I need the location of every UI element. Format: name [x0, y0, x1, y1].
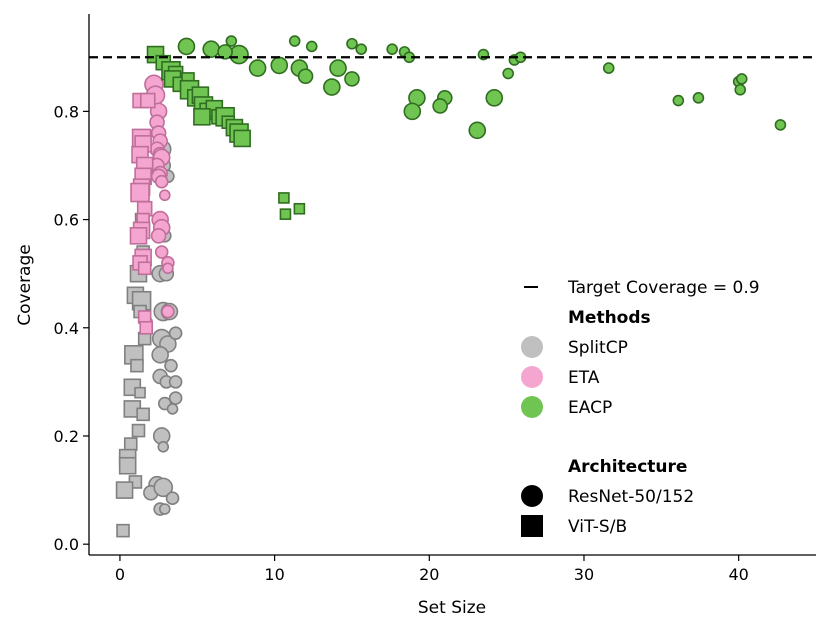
data-point-splitcp	[165, 491, 180, 505]
data-point-eacp	[193, 107, 211, 126]
data-point-splitcp	[131, 423, 146, 438]
data-point-eacp	[329, 59, 347, 77]
data-point-eacp	[323, 78, 341, 96]
data-point-eta	[129, 227, 148, 245]
data-point-eacp	[774, 119, 787, 131]
data-point-splitcp	[123, 437, 138, 451]
y-tick-label: 0.8	[54, 102, 79, 121]
data-point-splitcp	[157, 440, 170, 453]
data-point-eacp	[217, 44, 233, 60]
data-point-eacp	[297, 68, 314, 85]
x-axis-label: Set Size	[418, 598, 486, 618]
y-tick-label: 0.6	[54, 211, 79, 230]
y-tick-label: 0.2	[54, 427, 79, 446]
data-point-eta	[161, 304, 175, 319]
x-tick-label: 0	[115, 565, 125, 584]
data-point-splitcp	[164, 358, 178, 373]
legend-resnet-marker	[521, 485, 543, 507]
data-point-splitcp	[158, 503, 171, 515]
data-point-eacp	[225, 35, 238, 47]
data-point-eta	[137, 261, 152, 276]
legend-architecture-title: Architecture	[568, 457, 687, 477]
data-point-eta	[139, 92, 156, 109]
x-tick-label: 40	[728, 565, 748, 584]
legend-vit-label: ViT-S/B	[568, 517, 627, 537]
data-point-eacp	[346, 37, 358, 50]
data-point-eta	[158, 189, 171, 202]
data-point-splitcp	[168, 391, 183, 405]
legend-target-label: Target Coverage = 0.9	[567, 278, 760, 298]
data-point-splitcp	[166, 403, 179, 415]
data-point-eacp	[672, 94, 685, 107]
data-point-eacp	[233, 129, 251, 148]
data-point-eacp	[202, 40, 220, 58]
data-point-eacp	[386, 43, 398, 55]
legend-eta-label: ETA	[568, 368, 600, 388]
axes: 0 10 20 30 40 0.0 0.2 0.4 0.6 0.8 Set Size Cover…	[15, 14, 816, 618]
y-tick-label: 0.4	[54, 319, 79, 338]
data-point-eacp	[735, 73, 748, 85]
legend-vit-marker	[521, 515, 543, 537]
x-tick-label: 20	[419, 565, 439, 584]
data-point-eta	[130, 182, 150, 203]
data-point-eacp	[229, 44, 249, 65]
legend: Target Coverage = 0.9 Methods SplitCP ET…	[521, 278, 760, 537]
data-point-eacp	[279, 208, 292, 220]
data-point-eta	[139, 320, 154, 335]
data-point-splitcp	[168, 326, 183, 340]
data-point-eacp	[270, 56, 289, 75]
plot-area	[89, 35, 816, 538]
legend-splitcp-label: SplitCP	[568, 338, 628, 358]
series-eacp-circle	[177, 35, 787, 140]
data-point-eacp	[502, 67, 514, 80]
data-point-eacp	[293, 202, 306, 215]
data-point-splitcp	[118, 456, 137, 475]
data-point-eacp	[344, 71, 360, 87]
data-point-splitcp	[151, 346, 169, 364]
data-point-eta	[150, 228, 167, 244]
y-axis-label: Coverage	[15, 244, 35, 325]
legend-eacp-label: EACP	[568, 398, 612, 418]
data-point-splitcp	[116, 523, 130, 538]
data-point-splitcp	[168, 375, 183, 389]
legend-splitcp-marker	[521, 336, 543, 358]
data-point-eacp	[734, 83, 747, 96]
data-point-splitcp	[136, 407, 150, 422]
data-point-eacp	[248, 59, 267, 77]
data-point-splitcp	[153, 477, 174, 498]
x-tick-label: 30	[574, 565, 594, 584]
series-eta-square	[129, 92, 156, 335]
legend-eacp-marker	[521, 396, 543, 418]
data-point-eacp	[278, 192, 290, 204]
data-point-splitcp	[130, 358, 144, 373]
series-eacp-square	[146, 45, 306, 220]
data-point-splitcp	[115, 481, 134, 499]
x-tick-label: 10	[264, 565, 284, 584]
legend-methods-title: Methods	[568, 308, 651, 328]
legend-resnet-label: ResNet-50/152	[568, 487, 694, 507]
data-point-eacp	[432, 98, 448, 114]
series-splitcp-square	[115, 212, 152, 538]
data-point-eacp	[177, 37, 196, 56]
data-point-eta	[154, 174, 169, 189]
data-point-eacp	[288, 35, 301, 47]
data-point-eacp	[305, 40, 318, 53]
data-point-eacp	[355, 43, 368, 55]
data-point-eta	[154, 245, 169, 259]
data-point-eacp	[692, 92, 705, 104]
y-tick-label: 0.0	[54, 535, 79, 554]
data-point-eacp	[602, 62, 615, 74]
legend-eta-marker	[521, 366, 543, 388]
data-point-eacp	[468, 121, 487, 140]
data-point-eacp	[485, 89, 504, 107]
data-point-splitcp	[134, 386, 146, 399]
data-point-eacp	[403, 102, 422, 121]
y-ticks: 0.0 0.2 0.4 0.6 0.8	[54, 102, 89, 554]
data-point-eta	[162, 262, 174, 275]
x-ticks: 0 10 20 30 40	[115, 555, 749, 584]
